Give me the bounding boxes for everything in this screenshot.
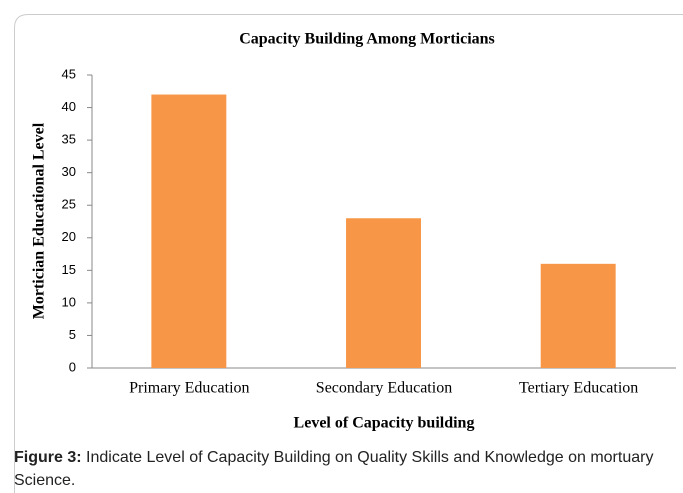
y-tick-label: 30 [62, 164, 76, 179]
x-tick-label: Tertiary Education [519, 380, 638, 397]
y-tick-label: 45 [62, 66, 76, 81]
y-tick-label: 20 [62, 229, 76, 244]
frame [14, 14, 683, 493]
y-tick-label: 40 [62, 99, 76, 114]
x-tick-label: Primary Education [129, 380, 249, 397]
caption: Figure 3: Indicate Level of Capacity Bui… [14, 446, 676, 492]
y-axis-title: Mortician Educational Level [31, 122, 48, 319]
caption-text: Indicate Level of Capacity Building on Q… [14, 449, 654, 489]
y-tick-label: 25 [62, 197, 76, 212]
bar [151, 94, 227, 369]
y-tick-label: 15 [62, 262, 76, 277]
caption-label: Figure 3: [14, 449, 82, 466]
y-tick-label: 10 [62, 294, 76, 309]
x-axis-title: Level of Capacity building [294, 415, 475, 432]
bar [540, 263, 616, 368]
x-tick-label: Secondary Education [316, 380, 452, 397]
chart-title: Capacity Building Among Morticians [239, 31, 495, 48]
bar [346, 218, 421, 368]
y-tick-label: 35 [62, 132, 76, 147]
y-tick-label: 5 [69, 327, 76, 342]
y-tick-label: 0 [69, 359, 76, 374]
